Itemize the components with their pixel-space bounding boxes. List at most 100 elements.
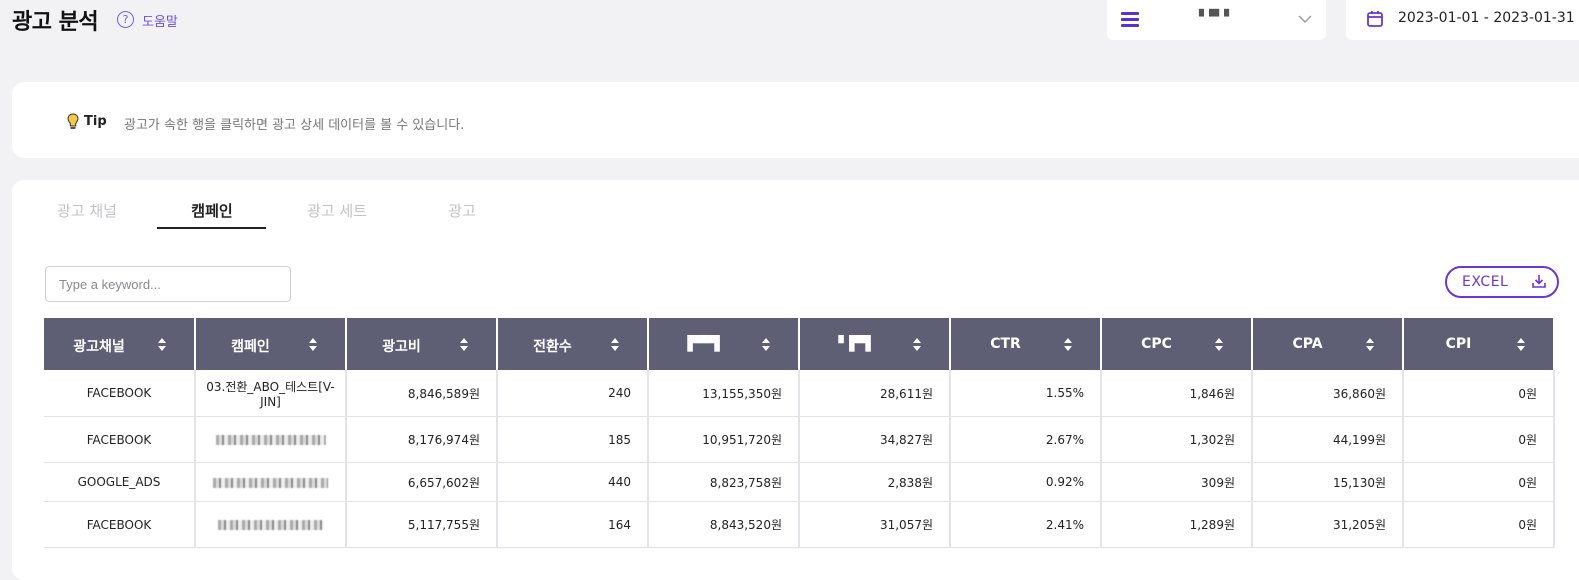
cell-redacted-1: 10,951,720원 bbox=[648, 416, 800, 463]
cell-cpi: 0원 bbox=[1403, 416, 1555, 463]
cell-channel: FACEBOOK bbox=[44, 370, 196, 417]
cell-cpi: 0원 bbox=[1403, 462, 1555, 502]
table-header-row: 광고채널 캠페인 광고비 전환수 ▛▀▜ ▘▛▜ CTR CPC CPA CPI bbox=[44, 318, 1555, 370]
column-header-ad-spend[interactable]: 광고비 bbox=[346, 318, 498, 370]
sort-icon bbox=[913, 338, 921, 351]
cell-ad-spend: 6,657,602원 bbox=[346, 462, 498, 502]
cell-redacted-2: 31,057원 bbox=[799, 501, 951, 548]
tip-card: Tip 광고가 속한 행을 클릭하면 광고 상세 데이터를 볼 수 있습니다. bbox=[12, 82, 1579, 158]
help-link[interactable]: 도움말 bbox=[142, 15, 178, 30]
sort-icon bbox=[309, 338, 317, 351]
account-select[interactable]: ▘▀▝ bbox=[1107, 0, 1326, 40]
cell-ctr: 2.67% bbox=[950, 416, 1102, 463]
campaign-table: 광고채널 캠페인 광고비 전환수 ▛▀▜ ▘▛▜ CTR CPC CPA CPI… bbox=[44, 318, 1555, 548]
column-label: 캠페인 bbox=[231, 339, 270, 355]
date-range-value: 2023-01-01 - 2023-01-31 bbox=[1398, 10, 1575, 26]
column-label: 광고채널 bbox=[73, 339, 125, 355]
excel-button-label: EXCEL bbox=[1462, 274, 1509, 290]
column-header-cpa[interactable]: CPA bbox=[1252, 318, 1404, 370]
table-row[interactable]: FACEBOOK 03.전환_ABO_테스트[V-JIN] 8,846,589원… bbox=[44, 370, 1555, 417]
cell-conversions: 164 bbox=[497, 501, 649, 548]
sort-icon bbox=[460, 338, 468, 351]
column-label: CPI bbox=[1445, 336, 1472, 352]
column-header-cpi[interactable]: CPI bbox=[1403, 318, 1555, 370]
calendar-icon bbox=[1367, 11, 1383, 27]
help-icon[interactable]: ? bbox=[117, 11, 134, 28]
sort-icon bbox=[1215, 338, 1223, 351]
page-title: 광고 분석 bbox=[12, 10, 99, 35]
column-label: CTR bbox=[990, 336, 1021, 352]
cell-cpc: 1,302원 bbox=[1101, 416, 1253, 463]
column-label: CPC bbox=[1141, 336, 1172, 352]
column-label: ▘▛▜ bbox=[838, 336, 871, 352]
cell-ctr: 0.92% bbox=[950, 462, 1102, 502]
redacted-text bbox=[213, 477, 328, 488]
cell-conversions: 240 bbox=[497, 370, 649, 417]
column-label: 전환수 bbox=[533, 339, 572, 355]
cell-cpi: 0원 bbox=[1403, 370, 1555, 417]
cell-cpa: 36,860원 bbox=[1252, 370, 1404, 417]
column-header-cpc[interactable]: CPC bbox=[1101, 318, 1253, 370]
cell-cpi: 0원 bbox=[1403, 501, 1555, 548]
cell-conversions: 185 bbox=[497, 416, 649, 463]
column-label: CPA bbox=[1292, 336, 1323, 352]
column-label: ▛▀▜ bbox=[687, 336, 720, 352]
cell-ctr: 2.41% bbox=[950, 501, 1102, 548]
chevron-down-icon bbox=[1298, 15, 1312, 23]
tab-campaign[interactable]: 캠페인 bbox=[191, 202, 233, 220]
cell-campaign-redacted bbox=[195, 416, 347, 463]
column-header-ctr[interactable]: CTR bbox=[950, 318, 1102, 370]
search-input[interactable] bbox=[45, 266, 291, 302]
sort-icon bbox=[1366, 338, 1374, 351]
tab-ad-set[interactable]: 광고 세트 bbox=[307, 202, 367, 220]
tab-ad[interactable]: 광고 bbox=[448, 202, 476, 220]
cell-campaign: 03.전환_ABO_테스트[V-JIN] bbox=[195, 370, 347, 417]
table-row[interactable]: FACEBOOK 5,117,755원 164 8,843,520원 31,05… bbox=[44, 501, 1555, 548]
cell-redacted-2: 34,827원 bbox=[799, 416, 951, 463]
download-icon bbox=[1532, 275, 1546, 288]
tab-ad-channel[interactable]: 광고 채널 bbox=[57, 202, 117, 220]
active-tab-indicator bbox=[157, 227, 266, 229]
cell-campaign-redacted bbox=[195, 462, 347, 502]
sort-icon bbox=[158, 338, 166, 351]
cell-ctr: 1.55% bbox=[950, 370, 1102, 417]
cell-cpc: 1,846원 bbox=[1101, 370, 1253, 417]
sort-icon bbox=[1064, 338, 1072, 351]
cell-redacted-2: 28,611원 bbox=[799, 370, 951, 417]
cell-ad-spend: 8,176,974원 bbox=[346, 416, 498, 463]
column-header-campaign[interactable]: 캠페인 bbox=[195, 318, 347, 370]
cell-conversions: 440 bbox=[497, 462, 649, 502]
cell-cpa: 15,130원 bbox=[1252, 462, 1404, 502]
sort-icon bbox=[611, 338, 619, 351]
tip-label: Tip bbox=[84, 114, 107, 129]
column-header-redacted-2[interactable]: ▘▛▜ bbox=[799, 318, 951, 370]
cell-redacted-1: 8,843,520원 bbox=[648, 501, 800, 548]
cell-channel: FACEBOOK bbox=[44, 501, 196, 548]
cell-ad-spend: 8,846,589원 bbox=[346, 370, 498, 417]
redacted-text bbox=[218, 520, 323, 530]
account-name: ▘▀▝ bbox=[1199, 10, 1229, 25]
cell-cpa: 44,199원 bbox=[1252, 416, 1404, 463]
report-card: 광고 채널 캠페인 광고 세트 광고 EXCEL 광고채널 캠페인 광고비 전환… bbox=[12, 180, 1579, 580]
cell-redacted-1: 13,155,350원 bbox=[648, 370, 800, 417]
lightbulb-icon bbox=[67, 113, 79, 129]
cell-cpc: 309원 bbox=[1101, 462, 1253, 502]
table-row[interactable]: GOOGLE_ADS 6,657,602원 440 8,823,758원 2,8… bbox=[44, 462, 1555, 502]
cell-ad-spend: 5,117,755원 bbox=[346, 501, 498, 548]
redacted-text bbox=[215, 435, 326, 445]
menu-icon bbox=[1121, 12, 1139, 28]
column-header-conversions[interactable]: 전환수 bbox=[497, 318, 649, 370]
date-range-picker[interactable]: 2023-01-01 - 2023-01-31 bbox=[1346, 0, 1579, 40]
sort-icon bbox=[1517, 338, 1525, 351]
excel-download-button[interactable]: EXCEL bbox=[1445, 266, 1559, 298]
cell-campaign-redacted bbox=[195, 501, 347, 548]
cell-cpa: 31,205원 bbox=[1252, 501, 1404, 548]
column-header-redacted-1[interactable]: ▛▀▜ bbox=[648, 318, 800, 370]
cell-channel: FACEBOOK bbox=[44, 416, 196, 463]
table-row[interactable]: FACEBOOK 8,176,974원 185 10,951,720원 34,8… bbox=[44, 416, 1555, 463]
column-header-channel[interactable]: 광고채널 bbox=[44, 318, 196, 370]
sort-icon bbox=[762, 338, 770, 351]
cell-channel: GOOGLE_ADS bbox=[44, 462, 196, 502]
cell-redacted-1: 8,823,758원 bbox=[648, 462, 800, 502]
tip-text: 광고가 속한 행을 클릭하면 광고 상세 데이터를 볼 수 있습니다. bbox=[124, 118, 465, 133]
